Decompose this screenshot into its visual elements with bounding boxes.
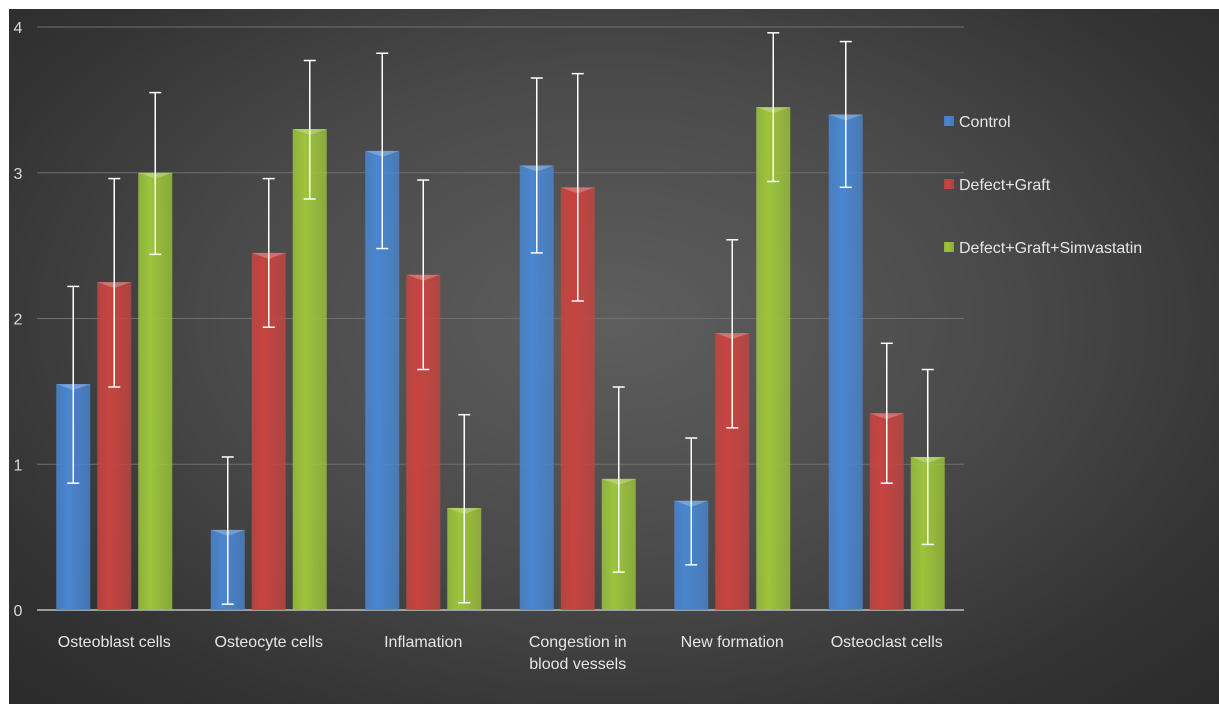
bar xyxy=(828,114,863,610)
error-bar xyxy=(726,239,739,429)
legend-swatch xyxy=(944,116,954,126)
x-axis-labels: Osteoblast cells Osteocyte cells Inflamati… xyxy=(58,634,943,673)
y-tick-label: 1 xyxy=(14,457,23,474)
x-tick-label: Congestion in blood vessels xyxy=(529,634,627,673)
gridlines xyxy=(37,26,964,611)
legend-label: Defect+Graft+Simvastatin xyxy=(959,240,1142,257)
legend-item: Control xyxy=(944,114,1011,131)
bar xyxy=(756,107,791,610)
error-bar xyxy=(571,72,584,302)
error-bar xyxy=(767,32,780,183)
error-bar xyxy=(685,437,698,566)
y-tick-label: 3 xyxy=(14,166,23,183)
error-bars xyxy=(67,32,934,605)
legend-item: Defect+Graft+Simvastatin xyxy=(944,240,1142,257)
x-tick-label: Osteoclast cells xyxy=(831,634,943,651)
error-bar xyxy=(221,456,234,605)
x-tick-label: Osteocyte cells xyxy=(215,634,323,651)
legend-swatch xyxy=(944,179,954,189)
error-bar xyxy=(458,413,471,604)
error-bar xyxy=(530,77,543,254)
error-bar xyxy=(880,342,893,484)
x-tick-label: Inflamation xyxy=(384,634,462,651)
legend-label: Defect+Graft xyxy=(959,177,1051,194)
error-bar xyxy=(839,40,852,189)
y-axis-ticks: 0 1 2 3 4 xyxy=(14,20,23,620)
legend: Control Defect+Graft Defect+Graft+Simvasta… xyxy=(944,114,1142,257)
legend-label: Control xyxy=(959,114,1011,131)
x-tick-label: New formation xyxy=(681,634,784,651)
y-tick-label: 4 xyxy=(14,20,23,37)
legend-swatch xyxy=(944,242,954,252)
y-tick-label: 2 xyxy=(14,312,23,329)
error-bar xyxy=(417,179,430,371)
error-bar xyxy=(303,59,316,200)
error-bar xyxy=(67,285,80,484)
error-bar xyxy=(376,52,389,250)
error-bar xyxy=(612,386,625,573)
error-bar xyxy=(262,177,275,328)
error-bar xyxy=(921,368,934,546)
y-tick-label: 0 xyxy=(14,603,23,620)
bar xyxy=(292,129,327,610)
error-bar xyxy=(149,91,162,256)
x-tick-label: Osteoblast cells xyxy=(58,634,171,651)
legend-item: Defect+Graft xyxy=(944,177,1051,194)
bars xyxy=(56,107,945,610)
error-bar xyxy=(108,177,121,388)
